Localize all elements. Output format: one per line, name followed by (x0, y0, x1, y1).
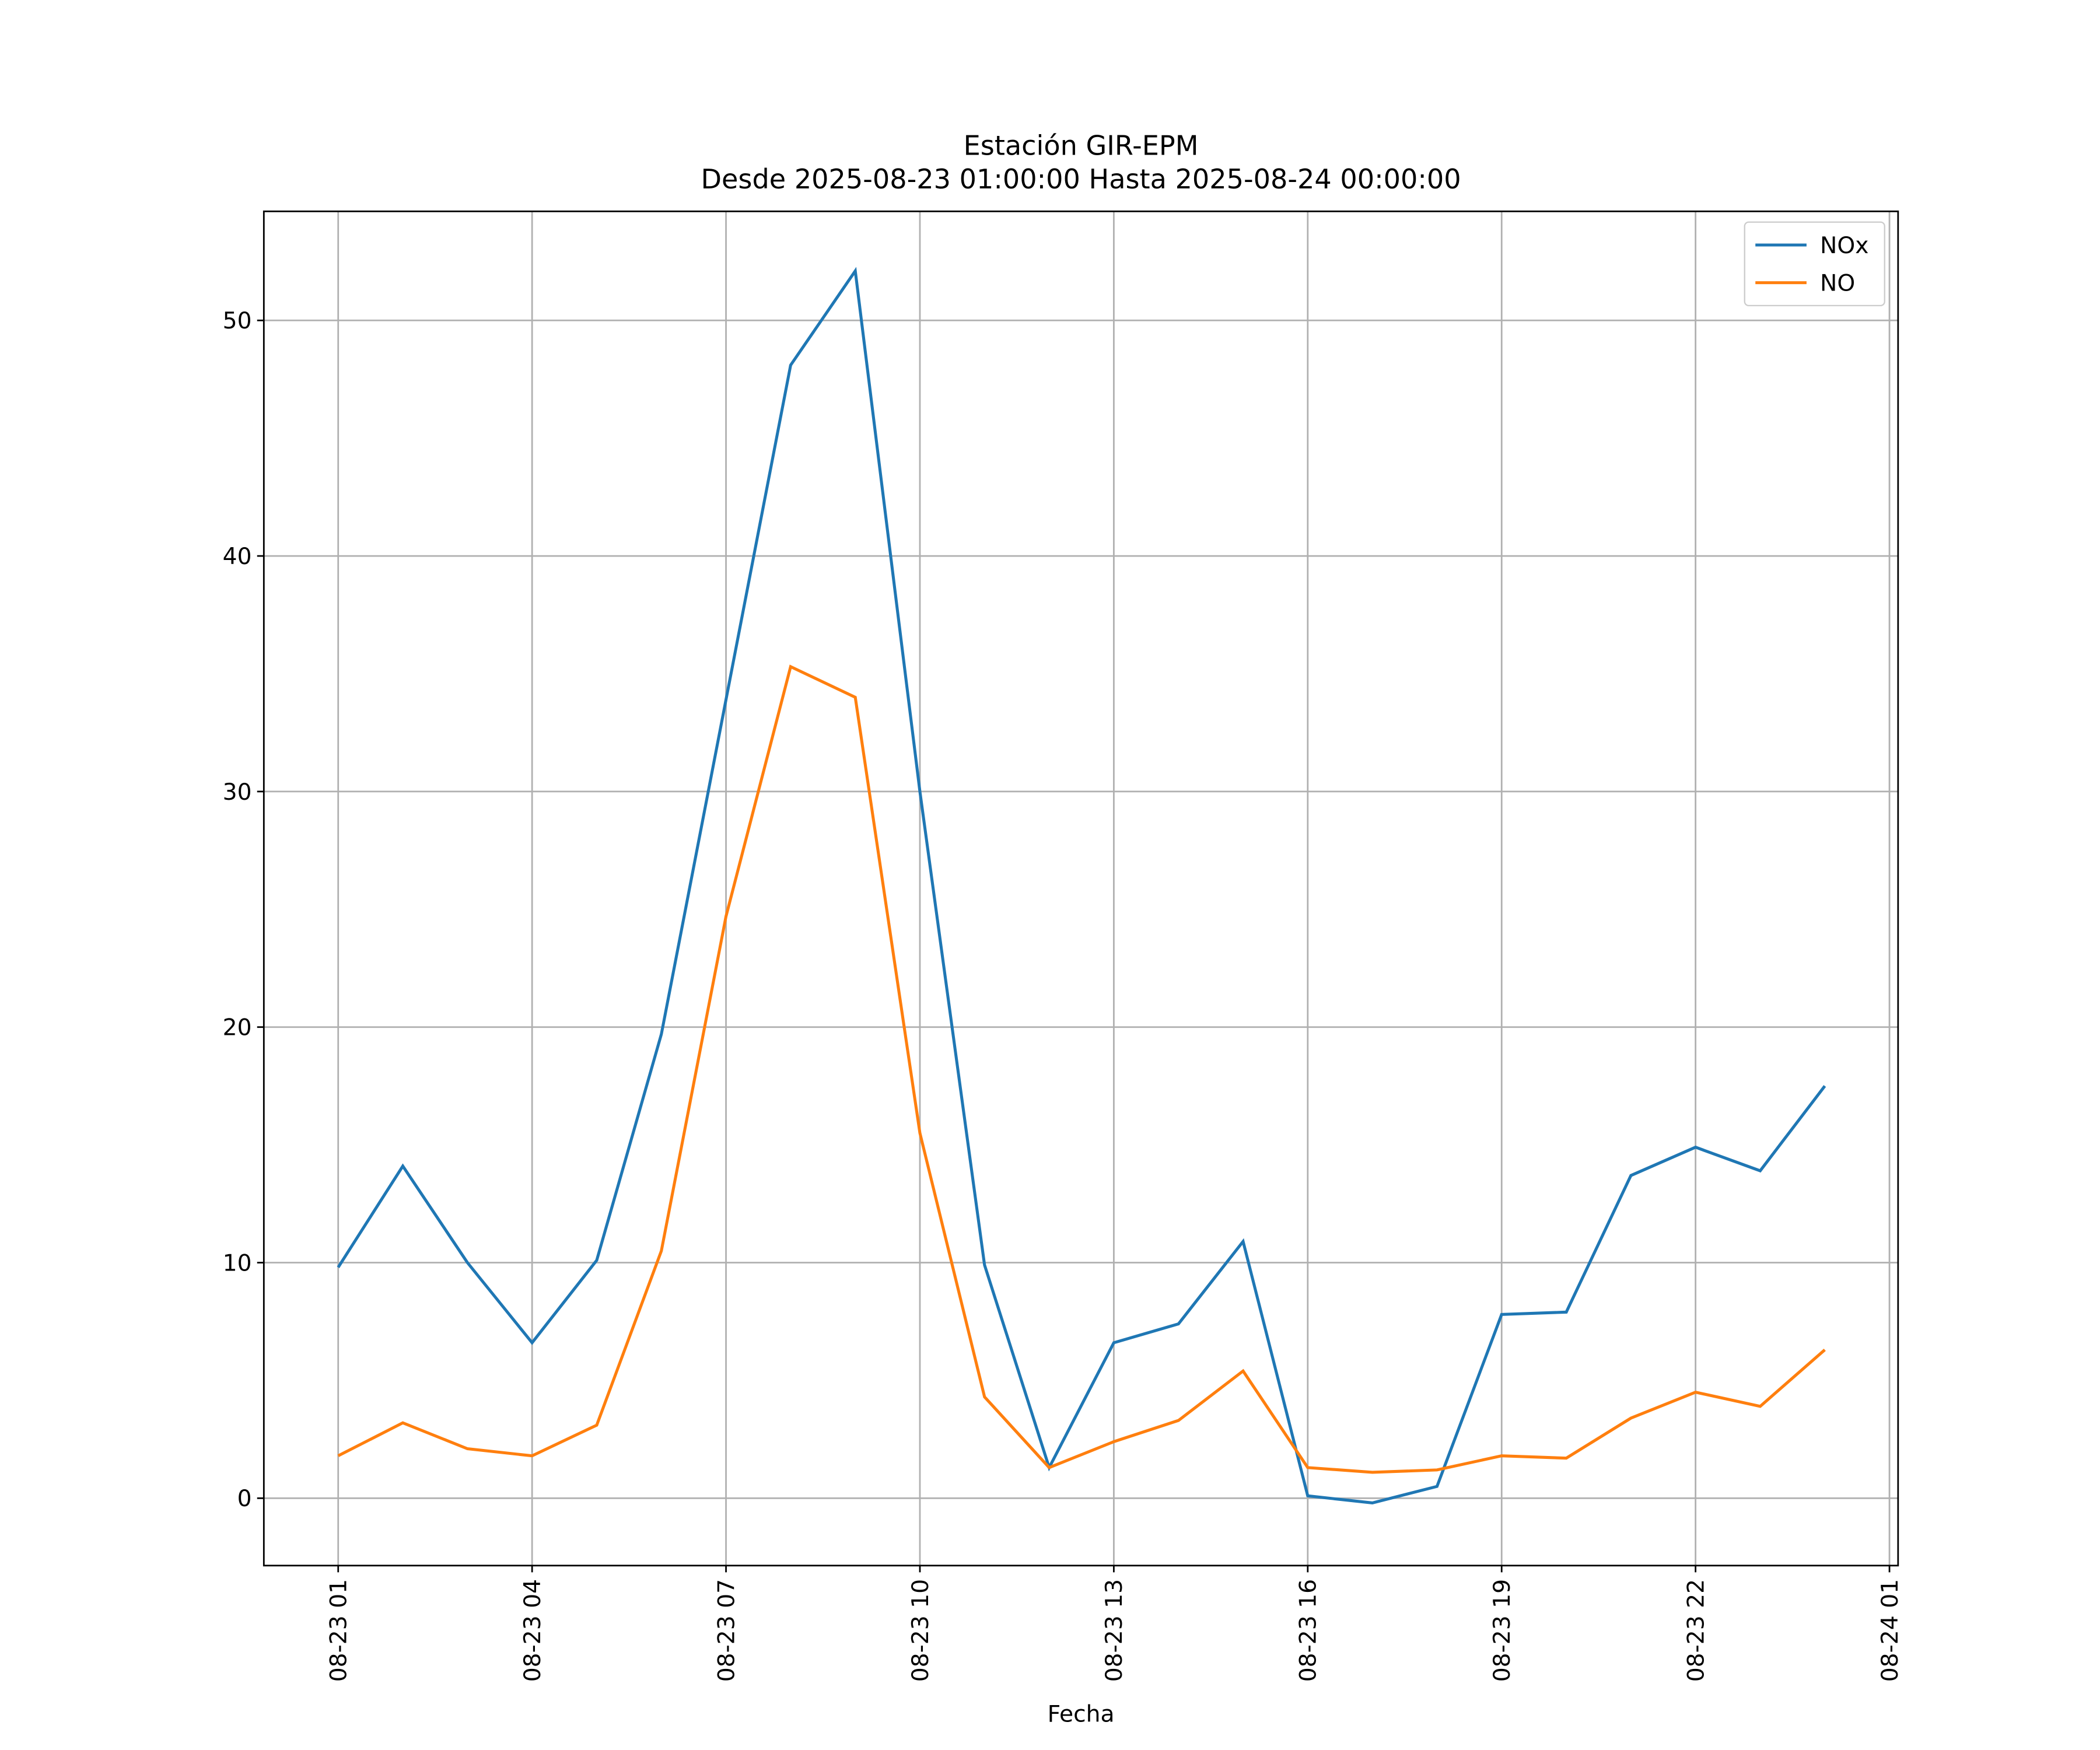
y-tick-label: 10 (223, 1250, 252, 1276)
y-tick-label: 50 (223, 308, 252, 334)
y-tick-label: 0 (237, 1486, 252, 1512)
x-tick-label: 08-23 07 (713, 1579, 740, 1682)
x-tick-label: 08-24 01 (1877, 1579, 1903, 1682)
legend: NOx NO (1744, 221, 1885, 306)
x-tick-label: 08-23 16 (1296, 1579, 1322, 1682)
plot-frame (262, 210, 1899, 1567)
x-tick-label: 08-23 10 (908, 1579, 934, 1682)
legend-label: NO (1820, 270, 1855, 296)
legend-box (1744, 221, 1885, 306)
y-tick-label: 40 (223, 544, 252, 570)
x-axis-label: Fecha (1048, 1702, 1115, 1728)
series-line (337, 664, 1826, 1474)
x-tick-label: 08-23 19 (1489, 1579, 1516, 1682)
chart-title: Estación GIR-EPM (964, 130, 1199, 161)
x-tick-label: 08-23 01 (326, 1579, 352, 1682)
y-tick-label: 20 (223, 1015, 252, 1041)
legend-label: NOx (1820, 233, 1868, 259)
chart-subtitle: Desde 2025-08-23 01:00:00 Hasta 2025-08-… (701, 163, 1461, 195)
x-tick-label: 08-23 22 (1684, 1579, 1710, 1682)
x-tick-label: 08-23 13 (1101, 1579, 1128, 1682)
series-line (337, 267, 1826, 1504)
x-tick-label: 08-23 04 (520, 1579, 546, 1682)
y-tick-label: 30 (223, 779, 252, 806)
